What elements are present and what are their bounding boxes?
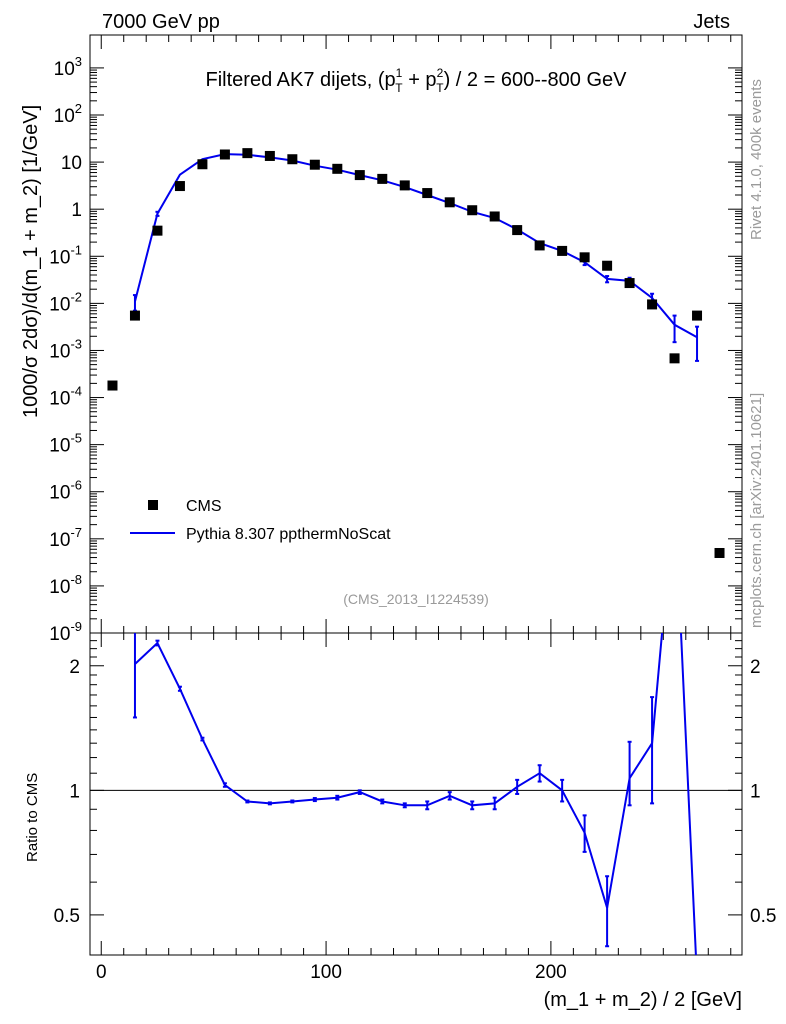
ratio-plot-frame (89, 632, 743, 956)
cms-data-point (309, 159, 320, 170)
cms-data-point (197, 159, 208, 170)
ratio-y-tick-label-right: 0.5 (750, 906, 776, 927)
main-y-axis-label: 1000/σ 2dσ)/d(m_1 + m_2) [1/GeV] (20, 105, 42, 418)
plot-title: Filtered AK7 dijets, (p1 T + p2 T) / 2 = 6… (206, 66, 628, 95)
ratio-y-tick-labels: 0.5 0.5 1 1 2 2 (54, 657, 777, 927)
main-y-tick-label: 10-5 (49, 431, 82, 457)
header-left: 7000 GeV pp (102, 11, 220, 33)
plot-title-sup-2: 2 (437, 66, 444, 80)
main-plot-frame (89, 34, 743, 634)
main-y-tick-label: 10-6 (49, 478, 82, 504)
x-tick-label: 200 (535, 962, 567, 983)
cms-data-point (377, 173, 388, 184)
cms-data-point (647, 299, 658, 310)
cms-data-point (534, 240, 545, 251)
cms-data-point (579, 252, 590, 263)
cms-data-point (602, 260, 613, 271)
mcplots-source-label: mcplots.cern.ch [arXiv:2401.10621] (748, 393, 765, 628)
cms-data-point (107, 380, 118, 391)
cms-data-point (422, 188, 433, 199)
cms-data-point (557, 245, 568, 256)
cms-data-point (444, 197, 455, 208)
x-tick-labels: 0 100 200 (96, 962, 567, 983)
ratio-plot-panel: 0.5 0.5 1 1 2 2 0 100 200 Ratio to CMS (m_1 + m… (24, 632, 777, 1011)
cms-data-point (354, 170, 365, 181)
cms-data-point (624, 278, 635, 289)
cms-data-point (219, 149, 230, 160)
main-y-tick-label: 10-3 (49, 336, 82, 362)
plot-title-sub-1: T (395, 81, 403, 95)
cms-data-point (489, 211, 500, 222)
legend: CMS Pythia 8.307 ppthermNoScat (130, 498, 391, 543)
main-y-tick-label: 1 (71, 200, 82, 221)
main-y-tick-label: 10-8 (49, 572, 82, 598)
ratio-line (134, 633, 697, 955)
main-y-tick-label: 10-2 (49, 289, 82, 315)
plot-title-prefix: Filtered AK7 dijets, (p (206, 69, 396, 91)
ratio-y-tick-label: 0.5 (54, 906, 80, 927)
main-y-tick-label: 103 (54, 54, 82, 80)
cms-data-point (467, 205, 478, 216)
cms-data-point (692, 310, 703, 321)
main-y-tick-label: 10 (61, 153, 82, 174)
analysis-id-label: (CMS_2013_I1224539) (343, 591, 489, 607)
main-y-tick-label: 102 (54, 101, 82, 127)
pythia-line (134, 153, 698, 339)
plot-title-sub-2: T (436, 81, 444, 95)
plot-title-mid: + p (403, 69, 437, 91)
cms-data-point (129, 310, 140, 321)
main-y-tick-label: 10-4 (49, 384, 82, 410)
main-y-tick-labels: 10-9 10-8 10-7 10-6 10-5 10-4 10-3 10-2 10-1 1 10 1… (49, 54, 82, 645)
main-y-tick-label: 10-1 (49, 242, 82, 268)
ratio-y-tick-label: 2 (69, 657, 80, 678)
main-axis-ticks (90, 35, 742, 634)
x-tick-label: 100 (310, 962, 342, 983)
ratio-y-tick-label-right: 2 (750, 657, 761, 678)
cms-data-point (669, 353, 680, 364)
ratio-y-axis-label: Ratio to CMS (24, 773, 41, 862)
main-y-tick-label: 10-9 (49, 619, 82, 645)
main-plot-panel: 10-9 10-8 10-7 10-6 10-5 10-4 10-3 10-2 10-1 1 10 1… (20, 34, 743, 645)
legend-cms-marker (148, 500, 158, 510)
main-y-tick-label: 10-7 (49, 525, 82, 551)
x-tick-label: 0 (96, 962, 107, 983)
cms-data-point (287, 154, 298, 165)
header-right: Jets (693, 11, 730, 33)
x-axis-label: (m_1 + m_2) / 2 [GeV] (544, 989, 742, 1011)
ratio-data-layer (132, 633, 697, 955)
main-data-layer (107, 148, 725, 558)
legend-cms-label: CMS (186, 498, 222, 515)
ratio-y-tick-label-right: 1 (750, 781, 761, 802)
cms-data-point (152, 225, 163, 236)
cms-data-point (512, 225, 523, 236)
ratio-axis-ticks (90, 633, 742, 956)
legend-pythia-label: Pythia 8.307 ppthermNoScat (186, 526, 391, 543)
plot-title-sup-1: 1 (396, 66, 403, 80)
cms-data-point (264, 150, 275, 161)
ratio-y-tick-label: 1 (69, 781, 80, 802)
plot-title-suffix: ) / 2 = 600--800 GeV (444, 69, 628, 91)
cms-data-point (174, 181, 185, 192)
cms-data-point (242, 148, 253, 159)
cms-data-point (714, 547, 725, 558)
rivet-version-label: Rivet 4.1.0, 400k events (748, 79, 765, 240)
cms-data-point (332, 163, 343, 174)
ratio-series (132, 633, 697, 955)
cms-data-point (399, 180, 410, 191)
